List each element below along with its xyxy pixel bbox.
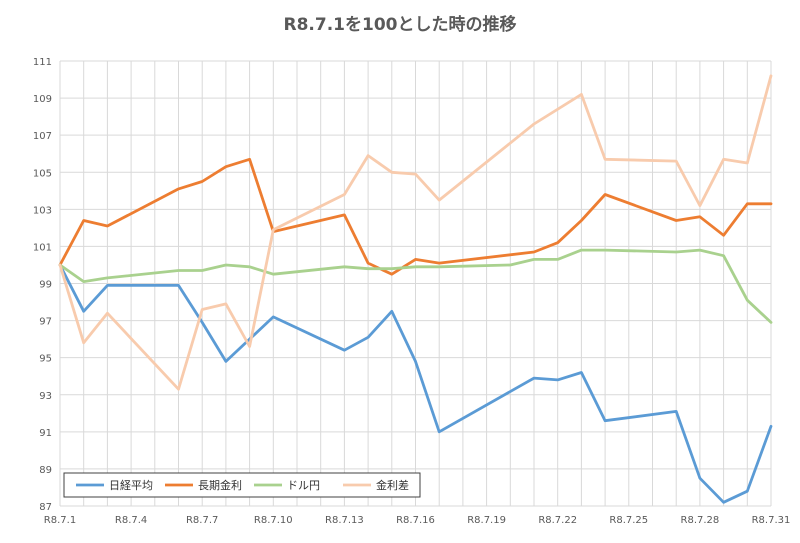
- x-tick-label: R8.7.19: [467, 515, 506, 526]
- y-tick-label: 103: [33, 205, 52, 216]
- y-tick-label: 111: [33, 57, 52, 68]
- legend-label: 日経平均: [109, 479, 153, 492]
- legend-label: ドル円: [287, 479, 320, 492]
- chart-title: R8.7.1を100とした時の推移: [284, 14, 517, 35]
- x-tick-label: R8.7.28: [681, 515, 720, 526]
- x-tick-label: R8.7.25: [609, 515, 648, 526]
- x-tick-label: R8.7.22: [538, 515, 577, 526]
- y-tick-label: 91: [39, 428, 52, 439]
- x-tick-label: R8.7.10: [254, 515, 293, 526]
- x-tick-label: R8.7.16: [396, 515, 435, 526]
- y-tick-label: 109: [33, 94, 52, 105]
- gridlines: [59, 60, 772, 507]
- series-lines: [58, 74, 773, 504]
- y-tick-label: 95: [39, 354, 52, 365]
- y-tick-label: 97: [39, 317, 52, 328]
- series-line-3: [58, 74, 773, 391]
- y-tick-label: 107: [33, 131, 52, 142]
- legend-label: 長期金利: [198, 478, 242, 492]
- series-line-0: [58, 263, 773, 504]
- y-tick-label: 101: [33, 242, 52, 253]
- legend-label: 金利差: [376, 478, 409, 492]
- x-tick-label: R8.7.1: [44, 515, 76, 526]
- x-tick-label: R8.7.7: [186, 515, 218, 526]
- legend: 日経平均 長期金利 ドル円 金利差: [63, 472, 421, 498]
- x-tick-label: R8.7.31: [752, 515, 791, 526]
- series-line-2: [58, 248, 773, 324]
- x-tick-label: R8.7.4: [115, 515, 147, 526]
- y-tick-label: 89: [39, 465, 52, 476]
- y-tick-label: 99: [39, 280, 52, 291]
- y-tick-label: 87: [39, 502, 52, 513]
- y-tick-label: 105: [33, 168, 52, 179]
- y-tick-label: 93: [39, 391, 52, 402]
- x-tick-label: R8.7.13: [325, 515, 364, 526]
- axes: 87 89 91 93 95 97 99 101 103 105 107 109 111 R8.7.1 R8…: [33, 57, 790, 526]
